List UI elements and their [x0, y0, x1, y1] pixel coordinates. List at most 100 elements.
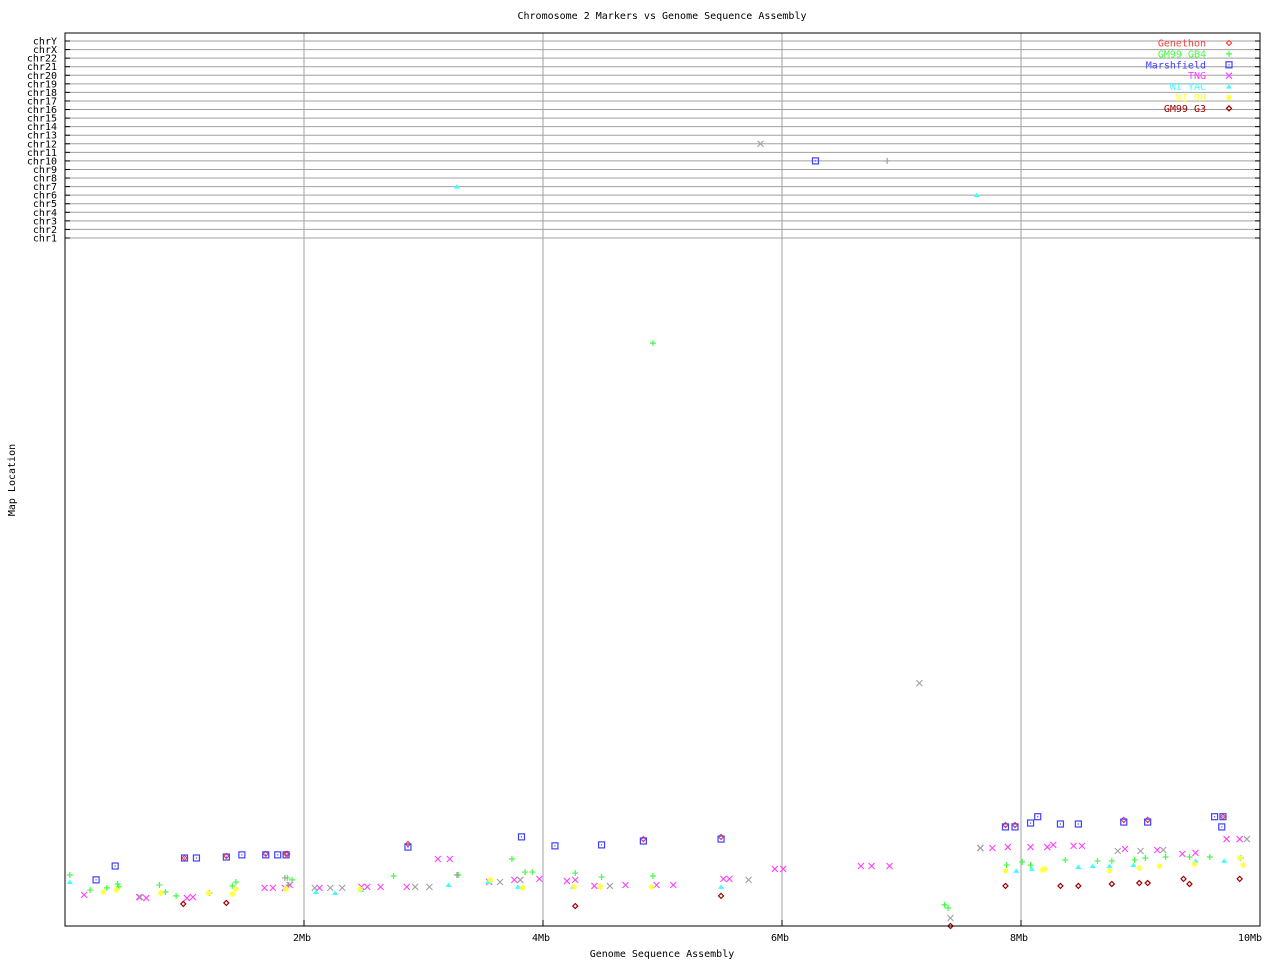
y-tick-label: chr6	[33, 191, 57, 202]
marker-dot	[285, 854, 287, 856]
marker-dot	[642, 840, 644, 842]
marker-square	[1026, 819, 1035, 827]
marker-square	[1210, 813, 1219, 821]
marker-square	[282, 851, 290, 859]
data-point	[487, 876, 494, 883]
marker-dot	[1014, 826, 1016, 828]
data-point	[446, 855, 454, 863]
data-point	[1027, 843, 1034, 851]
legend-label: WI YAC	[1170, 82, 1206, 93]
legend-marker-icon	[1226, 50, 1232, 57]
data-point	[183, 894, 191, 902]
marker-dot	[407, 846, 409, 848]
data-point	[229, 890, 236, 897]
y-tick-label: chr1	[33, 234, 57, 245]
data-point	[779, 865, 787, 873]
data-point	[720, 875, 727, 883]
data-point	[222, 853, 230, 861]
data-point	[1153, 846, 1161, 854]
data-point	[649, 340, 656, 347]
series-unlabeled-7	[136, 140, 1251, 922]
data-point	[100, 889, 107, 895]
data-point	[485, 879, 492, 885]
y-tick-label: chr13	[27, 131, 57, 142]
data-point	[180, 854, 189, 862]
data-point	[80, 891, 88, 899]
data-point	[283, 886, 290, 893]
data-point	[1144, 818, 1152, 826]
data-point	[111, 862, 119, 870]
y-tick-label: chr16	[27, 105, 57, 116]
data-point	[1236, 835, 1244, 843]
data-point	[648, 883, 655, 890]
data-point	[1219, 813, 1227, 821]
data-point	[156, 881, 163, 888]
data-point	[1192, 849, 1199, 857]
data-point	[1043, 843, 1051, 851]
y-tick-label: chr5	[33, 199, 57, 210]
data-point	[1003, 862, 1010, 869]
legend-marker-icon	[1226, 94, 1232, 101]
marker-dot	[195, 857, 198, 859]
marker-dot	[1222, 816, 1224, 818]
chart-title: Chromosome 2 Markers vs Genome Sequence …	[518, 11, 807, 22]
x-tick-label: 2Mb	[293, 933, 311, 944]
marker-square	[717, 835, 725, 843]
y-tick-label: chr9	[33, 165, 57, 176]
data-point	[868, 862, 876, 870]
data-point	[238, 851, 246, 859]
data-point	[285, 881, 292, 888]
data-point	[142, 894, 150, 902]
x-tick-label: 6Mb	[771, 933, 789, 944]
data-point	[1074, 820, 1082, 828]
data-point	[66, 879, 73, 885]
data-point	[157, 889, 164, 896]
data-point	[1121, 845, 1129, 853]
y-tick-label: chr12	[27, 139, 57, 150]
data-point	[1240, 862, 1247, 869]
data-point	[516, 876, 524, 884]
data-point	[115, 883, 122, 890]
data-point	[1002, 882, 1009, 890]
data-point	[1218, 823, 1226, 831]
marker-dot	[1059, 823, 1062, 825]
legend-label: Marshfield	[1146, 60, 1206, 71]
data-point	[811, 157, 820, 165]
data-point	[551, 842, 559, 850]
data-point	[222, 899, 230, 907]
series-gm99-g3	[179, 875, 1244, 930]
legend-marker-icon	[1226, 84, 1232, 89]
marker-square	[551, 842, 559, 850]
data-point	[377, 883, 384, 891]
data-point	[282, 851, 290, 859]
marker-dot	[520, 836, 523, 838]
legend-marker-icon	[1225, 105, 1233, 112]
marker-square	[639, 837, 647, 845]
marker-square	[274, 851, 282, 859]
marker-square	[597, 841, 606, 849]
data-point	[222, 852, 230, 860]
data-point	[669, 881, 677, 889]
marker-square	[404, 843, 412, 851]
data-point	[1108, 880, 1116, 888]
data-point	[312, 889, 319, 894]
marker-square	[1034, 813, 1042, 821]
data-point	[411, 883, 419, 891]
marker-square	[1219, 813, 1227, 821]
data-point	[519, 884, 526, 891]
data-point	[745, 876, 752, 884]
data-point	[445, 882, 452, 887]
marker-square	[1001, 823, 1010, 831]
data-point	[1186, 880, 1193, 888]
marker-dot	[114, 865, 116, 867]
data-point	[1039, 866, 1046, 873]
y-tick-label: chr10	[27, 156, 57, 167]
data-point	[1144, 879, 1152, 887]
marker-dot	[1228, 64, 1230, 66]
y-tick-label: chr22	[27, 54, 57, 65]
data-point	[639, 837, 647, 845]
data-point	[1075, 864, 1082, 869]
legend-label: TNG	[1188, 71, 1206, 82]
legend-marker-icon	[1225, 61, 1233, 69]
